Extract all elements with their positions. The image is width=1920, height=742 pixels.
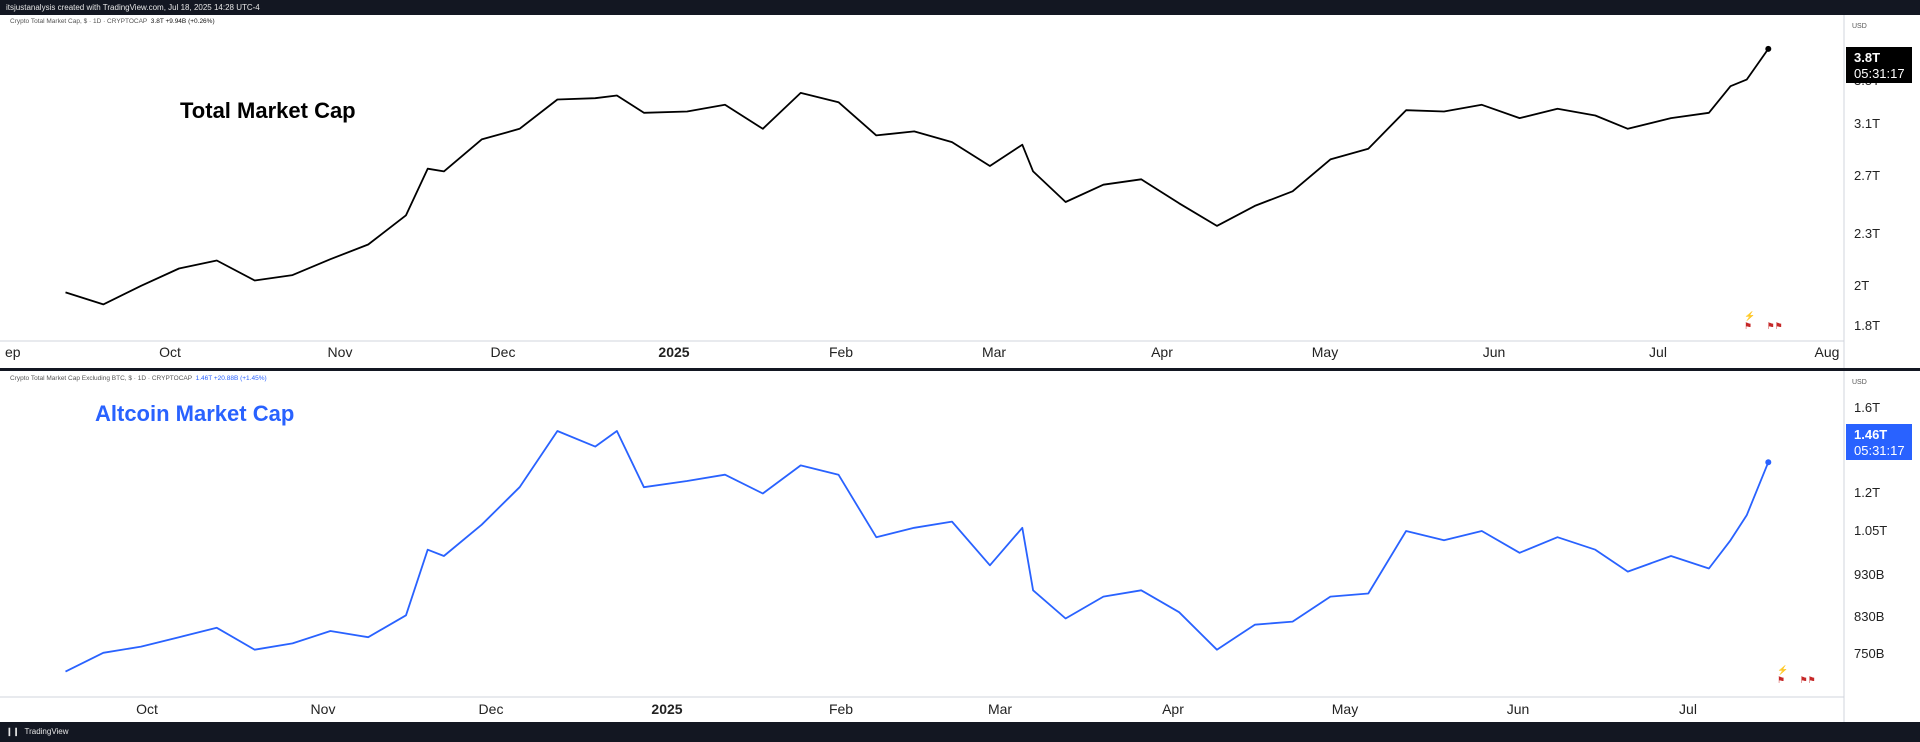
- x-tick-label: ep: [5, 344, 21, 360]
- series-line[interactable]: [65, 430, 1770, 673]
- legend-values: 1.46T +20.88B (+1.45%): [195, 375, 267, 382]
- y-tick-label: 1.2T: [1854, 485, 1880, 500]
- x-tick-label: Jun: [1507, 701, 1530, 717]
- y-tick-label: 750B: [1854, 646, 1884, 661]
- chart-legend: Crypto Total Market Cap Excluding BTC, $…: [10, 375, 267, 382]
- y-tick-label: 2.3T: [1854, 226, 1880, 241]
- x-tick-label: Jun: [1483, 344, 1506, 360]
- chart-annotation: Total Market Cap: [180, 98, 356, 123]
- x-tick-label: Feb: [829, 344, 853, 360]
- price-label-box: [1846, 424, 1912, 460]
- data-point[interactable]: [1765, 459, 1772, 466]
- series-line[interactable]: [65, 48, 1770, 306]
- y-tick-label: 2T: [1854, 278, 1869, 293]
- y-tick-label: 2.7T: [1854, 168, 1880, 183]
- x-tick-label: May: [1332, 701, 1358, 717]
- y-tick-label: 830B: [1854, 609, 1884, 624]
- currency-label: USD: [1852, 379, 1867, 386]
- footer-bar: ❙❙ TradingView: [0, 722, 1920, 742]
- event-icons[interactable]: ⚡ ⚑ ⚑⚑: [1744, 311, 1783, 331]
- x-tick-label: Jul: [1679, 701, 1697, 717]
- countdown-label: 05:31:17: [1854, 66, 1905, 81]
- y-tick-label: 1.05T: [1854, 523, 1887, 538]
- x-tick-label: Mar: [982, 344, 1006, 360]
- us-flag-icon[interactable]: ⚑⚑: [1799, 675, 1816, 685]
- credit-bar: itsjustanalysis created with TradingView…: [0, 0, 1920, 15]
- lightning-icon[interactable]: ⚡: [1777, 665, 1789, 675]
- us-flag-icon[interactable]: ⚑: [1744, 321, 1753, 331]
- x-tick-label: Oct: [136, 701, 158, 717]
- countdown-label: 05:31:17: [1854, 443, 1905, 458]
- x-tick-label: Nov: [311, 701, 336, 717]
- x-tick-label: Apr: [1162, 701, 1184, 717]
- y-tick-label: 1.6T: [1854, 400, 1880, 415]
- tradingview-logo-icon: ❙❙: [6, 727, 20, 736]
- x-tick-label: Mar: [988, 701, 1012, 717]
- legend-symbol: Crypto Total Market Cap Excluding BTC, $…: [10, 375, 192, 382]
- price-label-box: [1846, 47, 1912, 83]
- x-tick-label: Apr: [1151, 344, 1173, 360]
- chart-annotation: Altcoin Market Cap: [95, 401, 294, 426]
- x-tick-label: May: [1312, 344, 1338, 360]
- currency-label: USD: [1852, 23, 1867, 30]
- x-tick-label: 2025: [658, 344, 689, 360]
- credit-text: itsjustanalysis created with TradingView…: [6, 3, 260, 12]
- x-tick-label: Aug: [1815, 344, 1840, 360]
- x-tick-label: Dec: [491, 344, 516, 360]
- footer-brand: TradingView: [24, 727, 69, 736]
- y-tick-label: 1.8T: [1854, 318, 1880, 333]
- altcoin-market-cap-chart[interactable]: Altcoin Market Cap USD 1.6T 1.2T 1.05T 930B 83…: [0, 371, 1920, 722]
- x-tick-label: 2025: [651, 701, 682, 717]
- event-icons[interactable]: ⚡ ⚑ ⚑⚑: [1777, 665, 1816, 685]
- x-tick-label: Oct: [159, 344, 181, 360]
- chart-legend: Crypto Total Market Cap, $ · 1D · CRYPTO…: [10, 18, 215, 25]
- y-tick-label: 930B: [1854, 567, 1884, 582]
- us-flag-icon[interactable]: ⚑⚑: [1766, 321, 1783, 331]
- x-tick-label: Nov: [328, 344, 353, 360]
- total-market-cap-chart[interactable]: Total Market CapUSD3.5T3.1T2.7T2.3T2T1.8…: [0, 15, 1920, 369]
- y-tick-label: 3.1T: [1854, 116, 1880, 131]
- x-tick-label: Dec: [479, 701, 504, 717]
- price-label: 3.8T: [1854, 50, 1880, 65]
- lightning-icon[interactable]: ⚡: [1744, 311, 1756, 321]
- x-tick-label: Jul: [1649, 344, 1667, 360]
- legend-values: 3.8T +9.94B (+0.26%): [150, 18, 215, 25]
- altcoin-market-cap-pane[interactable]: Crypto Total Market Cap Excluding BTC, $…: [0, 371, 1920, 722]
- x-tick-label: Feb: [829, 701, 853, 717]
- price-label: 1.46T: [1854, 427, 1887, 442]
- legend-symbol: Crypto Total Market Cap, $ · 1D · CRYPTO…: [10, 18, 148, 25]
- total-market-cap-pane[interactable]: Crypto Total Market Cap, $ · 1D · CRYPTO…: [0, 15, 1920, 369]
- us-flag-icon[interactable]: ⚑: [1777, 675, 1786, 685]
- data-point[interactable]: [1765, 45, 1772, 52]
- pane-separator[interactable]: [0, 368, 1920, 371]
